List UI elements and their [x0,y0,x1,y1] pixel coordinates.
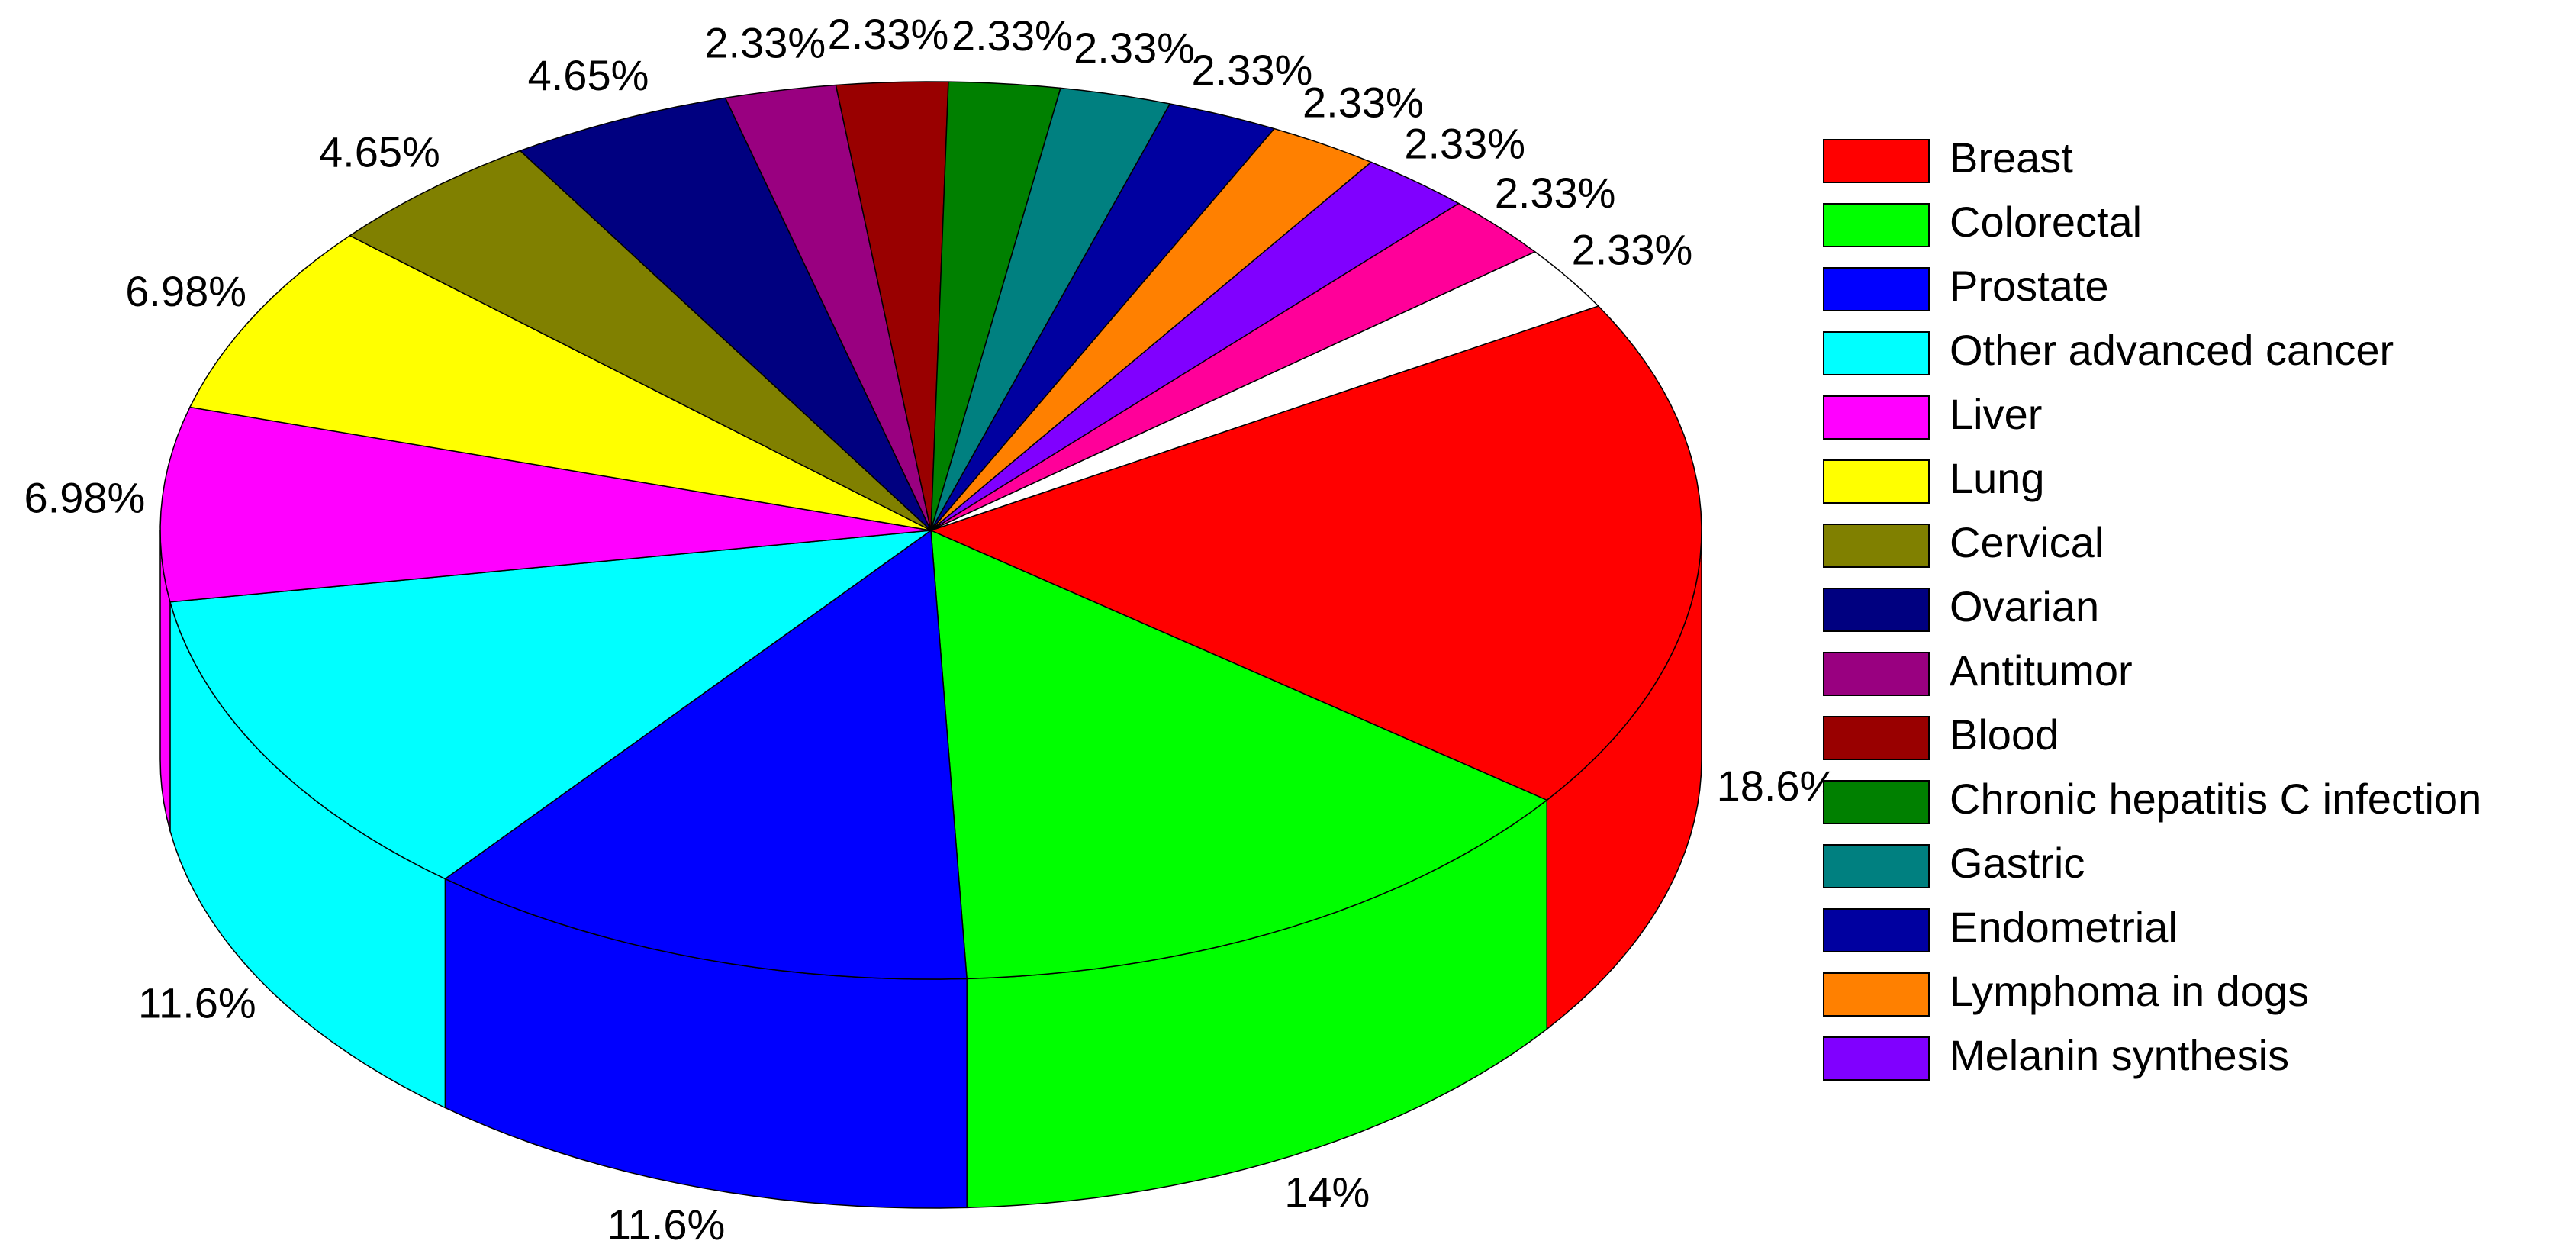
slice-top [835,81,949,531]
slice [930,530,1548,1209]
slice-top [724,84,932,531]
legend-label: Antitumor [1950,646,2133,695]
data-label: 2.33% [952,11,1073,60]
data-label: 18.6% [1717,762,1838,810]
slice-top [930,161,1460,531]
slice [930,161,1460,531]
data-label: 2.33% [1302,78,1424,126]
slice [349,150,932,531]
slice [930,202,1536,531]
slice [169,530,932,1109]
slice-top [930,530,1548,980]
legend-label: Lymphoma in dogs [1950,967,2309,1015]
slice-top [444,530,968,980]
slice [519,97,932,531]
legend-label: Chronic hepatitis C infection [1950,775,2481,823]
legend-swatch [1823,395,1930,440]
slice-top [169,530,932,880]
slice [444,530,968,1209]
slice-top [159,406,932,603]
data-label: 2.33% [1495,169,1616,217]
slice [930,87,1171,531]
slice-top [930,87,1171,531]
legend-label: Ovarian [1950,582,2099,630]
legend-swatch [1823,524,1930,568]
slice [930,103,1275,531]
slice-top [349,150,932,531]
legend-swatch [1823,780,1930,824]
legend-label: Colorectal [1950,198,2142,246]
data-label: 2.33% [828,10,949,58]
legend-label: Lung [1950,454,2045,502]
legend-swatch [1823,716,1930,760]
legend-swatch [1823,267,1930,311]
legend-swatch [1823,203,1930,247]
legend-label: Prostate [1950,262,2109,310]
slice [159,406,932,832]
legend-swatch [1823,1036,1930,1081]
slice-top [519,97,932,531]
data-label: 11.6% [607,1201,726,1249]
data-label: 6.98% [125,267,246,315]
legend-label: Cervical [1950,518,2104,566]
legend-label: Gastric [1950,839,2085,887]
data-label: 14% [1284,1168,1370,1217]
data-label: 2.33% [1074,24,1195,72]
data-label: 11.6% [138,979,256,1027]
legend-swatch [1823,652,1930,696]
legend-label: Other advanced cancer [1950,326,2394,374]
slice-top [930,305,1702,801]
legend-label: Melanin synthesis [1950,1031,2289,1079]
slice [835,81,949,531]
legend-label: Blood [1950,711,2059,759]
legend-label: Endometrial [1950,903,2178,951]
legend-swatch [1823,844,1930,888]
data-label: 2.33% [1404,119,1525,167]
slice [930,251,1599,531]
legend-swatch [1823,908,1930,952]
slice [189,235,932,531]
legend-swatch [1823,331,1930,375]
slice-top [930,251,1599,531]
data-label: 4.65% [319,127,440,176]
legend-swatch [1823,588,1930,632]
slice-top [930,127,1372,531]
slice-top [930,202,1536,531]
legend-label: Breast [1950,134,2073,182]
data-label: 2.33% [1572,225,1693,273]
slice-top [189,235,932,531]
data-label: 4.65% [528,51,649,99]
legend-swatch [1823,459,1930,504]
data-label: 2.33% [1192,46,1313,94]
slice-top [930,103,1275,531]
legend-label: Liver [1950,390,2042,438]
slice [724,84,932,531]
data-label: 6.98% [24,474,146,522]
slice [930,127,1372,531]
data-label: 2.33% [704,18,826,66]
legend-swatch [1823,972,1930,1017]
legend-swatch [1823,139,1930,183]
